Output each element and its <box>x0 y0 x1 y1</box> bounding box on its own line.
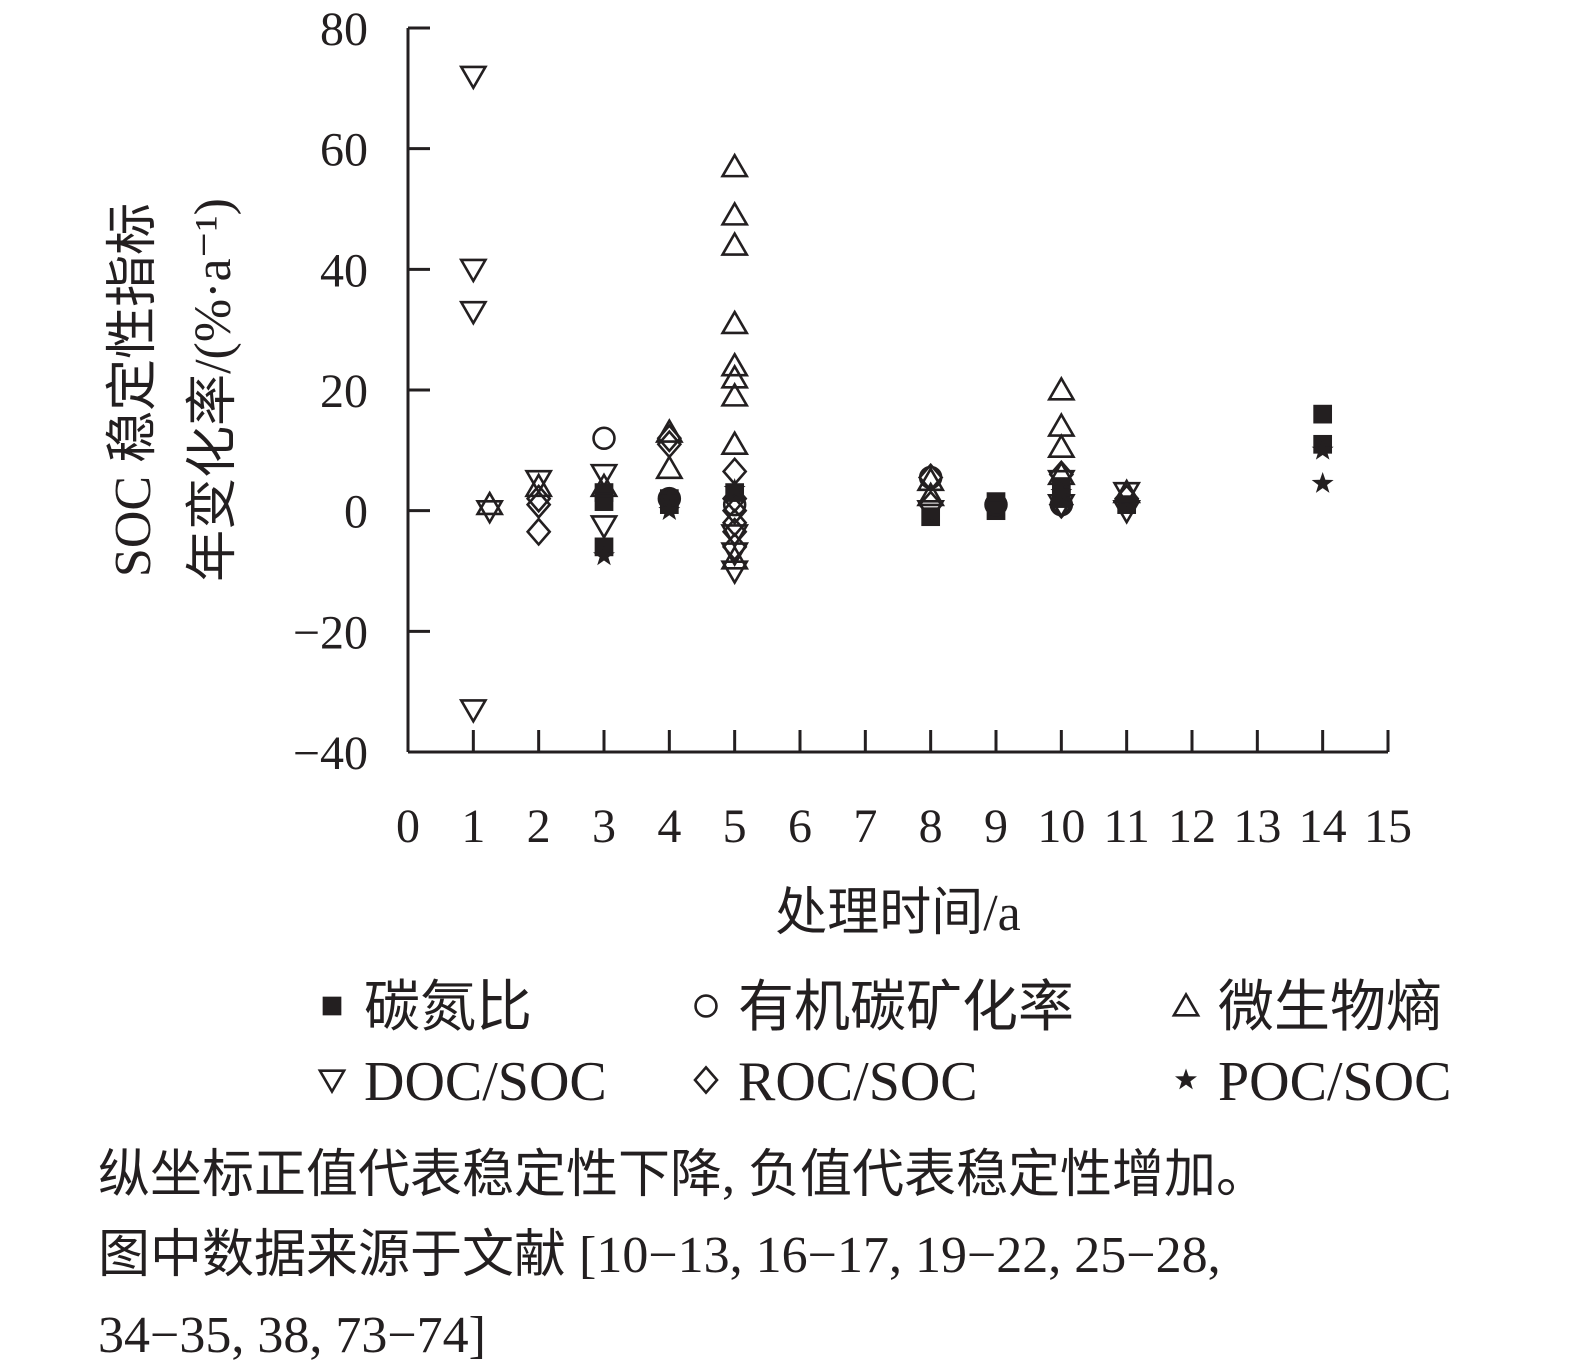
footnote-line1: 纵坐标正值代表稳定性下降, 负值代表稳定性增加。 <box>98 1147 1268 1204</box>
y-axis-title-line1: SOC 稳定性指标 <box>105 203 162 577</box>
x-tick-label: 14 <box>1299 800 1347 853</box>
legend-marker-triangle-down <box>317 1069 347 1095</box>
tick-marks <box>406 26 1390 754</box>
point-triangle-up <box>916 481 946 507</box>
x-tick-label: 12 <box>1168 800 1216 853</box>
point-triangle-up <box>1046 375 1076 401</box>
point-triangle-up <box>524 472 554 498</box>
point-triangle-up <box>654 454 684 480</box>
point-triangle-up <box>720 363 750 389</box>
point-triangle-down <box>458 699 488 724</box>
point-diamond <box>721 517 748 547</box>
point-triangle-down <box>720 560 750 586</box>
y-axis-title: SOC 稳定性指标 年变化率/(%·a⁻¹) <box>105 198 242 582</box>
legend-label: 碳氮比 <box>364 977 532 1039</box>
point-triangle-up <box>720 430 750 455</box>
point-star <box>593 544 615 566</box>
point-star <box>658 499 681 521</box>
x-tick-label: 2 <box>527 800 551 853</box>
y-tick-label: 40 <box>320 244 368 297</box>
x-tick-label: 6 <box>788 800 812 853</box>
legend-marker-diamond <box>693 1065 719 1095</box>
legend: 碳氮比 有机碳矿化率 微生物熵 DOC/SOC ROC/SOC POC/SOC <box>317 977 1451 1113</box>
point-triangle-down <box>475 500 505 525</box>
point-triangle-up <box>720 544 750 570</box>
y-tick-label: 60 <box>320 124 368 177</box>
y-tick-label: −20 <box>293 606 368 659</box>
y-tick-label: 80 <box>320 3 368 56</box>
point-triangle-up <box>720 351 750 377</box>
legend-label: 有机碳矿化率 <box>738 977 1074 1039</box>
x-tick-label: 10 <box>1037 800 1085 853</box>
data-points <box>458 65 1334 724</box>
x-tick-label: 3 <box>592 800 616 853</box>
point-diamond <box>1048 490 1075 520</box>
point-triangle-up <box>720 231 750 256</box>
point-triangle-down <box>458 300 488 326</box>
point-star <box>723 478 746 499</box>
point-triangle-up <box>720 200 750 226</box>
legend-marker-triangle-up <box>1171 991 1201 1017</box>
point-diamond <box>917 490 944 520</box>
point-star <box>1050 481 1073 502</box>
legend-label: ROC/SOC <box>738 1051 978 1113</box>
x-tick-label: 13 <box>1233 800 1281 853</box>
x-tick-label: 0 <box>396 800 420 853</box>
point-triangle-down <box>589 515 619 540</box>
x-tick-label: 15 <box>1364 800 1412 853</box>
x-tick-label: 4 <box>657 800 681 853</box>
point-triangle-down <box>1112 500 1142 525</box>
point-triangle-down <box>524 469 554 495</box>
axes <box>406 28 1388 754</box>
point-triangle-up <box>1046 412 1076 437</box>
point-triangle-down <box>458 258 488 284</box>
x-tick-label: 8 <box>919 800 943 853</box>
legend-marker-square <box>322 996 342 1016</box>
point-triangle-down <box>589 463 619 489</box>
y-tick-label: 0 <box>344 486 368 539</box>
point-triangle-up <box>720 309 750 335</box>
point-diamond <box>525 517 552 547</box>
legend-label: DOC/SOC <box>364 1051 607 1113</box>
x-tick-label: 7 <box>853 800 877 853</box>
point-star <box>1311 438 1334 460</box>
point-diamond <box>1113 483 1140 514</box>
point-square <box>986 501 1006 521</box>
point-circle <box>592 426 616 451</box>
point-circle <box>722 492 747 517</box>
point-circle <box>984 492 1008 517</box>
legend-marker-star <box>1175 1068 1197 1090</box>
x-tick-label: 5 <box>723 800 747 853</box>
point-diamond <box>721 532 748 562</box>
point-triangle-down <box>458 65 488 91</box>
point-diamond <box>525 483 552 514</box>
y-tick-label: −40 <box>293 727 368 780</box>
point-triangle-up <box>589 472 619 498</box>
legend-marker-circle <box>694 994 718 1018</box>
y-axis-title-line2: 年变化率/(%·a⁻¹) <box>185 198 242 582</box>
point-star <box>658 487 681 508</box>
point-triangle-up <box>1046 433 1076 458</box>
footnote-line3: 34−35, 38, 73−74] <box>98 1307 486 1364</box>
point-diamond <box>656 423 683 453</box>
footnote-line2: 图中数据来源于文献 [10−13, 16−17, 19−22, 25−28, <box>98 1227 1221 1284</box>
point-diamond <box>721 496 748 526</box>
point-star <box>1311 471 1334 493</box>
point-triangle-up <box>475 490 505 516</box>
point-diamond <box>656 429 683 459</box>
point-triangle-up <box>720 152 750 178</box>
footnote: 纵坐标正值代表稳定性下降, 负值代表稳定性增加。 图中数据来源于文献 [10−1… <box>98 1147 1268 1364</box>
legend-label: POC/SOC <box>1218 1051 1451 1113</box>
y-tick-label: 20 <box>320 365 368 418</box>
point-triangle-up <box>720 381 750 407</box>
point-square <box>1313 404 1333 424</box>
x-tick-label: 9 <box>984 800 1008 853</box>
x-tick-label: 1 <box>461 800 485 853</box>
legend-label: 微生物熵 <box>1218 977 1442 1039</box>
x-axis-title: 处理时间/a <box>775 885 1021 942</box>
x-tick-label: 11 <box>1104 800 1150 853</box>
